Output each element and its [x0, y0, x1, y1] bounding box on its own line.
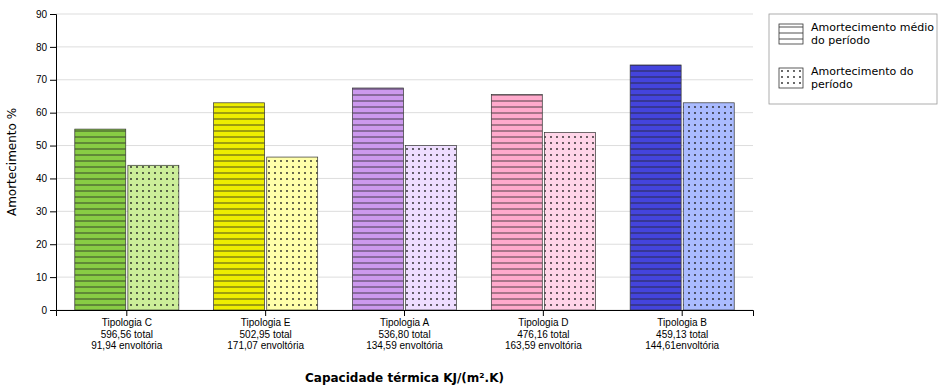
- y-axis-title: Amortecimento %: [5, 108, 19, 216]
- bar: [683, 103, 734, 310]
- tick: Tipologia A536,80 total134,59 envoltória: [366, 310, 443, 351]
- tick-label-line: Tipologia D: [518, 317, 568, 328]
- tick-label: Tipologia E502,95 total171,07 envoltória: [227, 317, 304, 351]
- tick-label-line: Tipologia E: [241, 317, 291, 328]
- grid: [56, 14, 753, 310]
- tick-label-line: 134,59 envoltória: [366, 340, 443, 351]
- tick-label: 30: [36, 206, 48, 217]
- tick-label: 10: [36, 272, 48, 283]
- y-axis: 0 10 20 30 40 50 60 70 80 90: [36, 9, 57, 316]
- tick-label: Tipologia B459,13 total144,61envoltória: [645, 317, 719, 351]
- legend-label-line: do período: [811, 34, 870, 47]
- tick-mark: [50, 14, 56, 15]
- tick: 10: [36, 272, 56, 283]
- tick-label: 90: [36, 9, 48, 20]
- chart: 0 10 20 30 40 50 60 70 80 90 Tipologia C596,56 tot…: [0, 0, 943, 392]
- tick-mark: [682, 310, 683, 316]
- tick-label: 60: [36, 107, 48, 118]
- tick-label-line: 596,56 total: [101, 329, 153, 340]
- tick: 50: [36, 140, 56, 151]
- legend-label-line: período: [811, 78, 853, 91]
- tick-label-line: 91,94 envoltória: [91, 340, 163, 351]
- tick-label-line: Tipologia A: [380, 317, 429, 328]
- tick-mark: [50, 146, 56, 147]
- tick: 70: [36, 74, 56, 85]
- bar: [491, 95, 542, 310]
- tick: 30: [36, 206, 56, 217]
- tick: 80: [36, 42, 56, 53]
- grid-line: [56, 46, 753, 47]
- tick-mark: [50, 47, 56, 48]
- x-axis: Tipologia C596,56 total91,94 envoltóriaT…: [57, 310, 754, 351]
- legend-label: Amortecimento doperíodo: [811, 65, 914, 91]
- axis-line: [50, 15, 57, 311]
- bar: [267, 157, 318, 310]
- legend-label-line: Amortecimento do: [811, 65, 914, 78]
- plot: 0 10 20 30 40 50 60 70 80 90 Tipologia C596,56 tot…: [5, 9, 754, 385]
- tick: Tipologia B459,13 total144,61envoltória: [645, 310, 719, 351]
- legend-item: Amortecimento doperíodo: [779, 65, 914, 91]
- tick-label-line: 144,61envoltória: [645, 340, 719, 351]
- tick-mark: [50, 211, 56, 212]
- bar: [75, 129, 126, 310]
- tick-label-line: Tipologia B: [657, 317, 707, 328]
- axis-line: [57, 311, 754, 317]
- tick-label-line: Tipologia C: [102, 317, 152, 328]
- tick-mark: [404, 310, 405, 316]
- tick-mark: [50, 80, 56, 81]
- tick-label: 50: [36, 140, 48, 151]
- tick-label: Tipologia A536,80 total134,59 envoltória: [366, 317, 443, 351]
- bar: [214, 103, 265, 310]
- grid-line: [56, 14, 753, 15]
- tick-label: 80: [36, 42, 48, 53]
- tick-mark: [543, 310, 544, 316]
- tick: Tipologia D476,16 total163,59 envoltória: [505, 310, 582, 351]
- legend: Amortecimento médiodo períodoAmortecimen…: [769, 14, 937, 104]
- tick-label-line: 171,07 envoltória: [227, 340, 304, 351]
- tick-label-line: 459,13 total: [656, 329, 708, 340]
- tick-label: 40: [36, 173, 48, 184]
- tick-mark: [50, 113, 56, 114]
- legend-label-line: Amortecimento médio: [811, 21, 934, 34]
- tick-label-line: 502,95 total: [240, 329, 292, 340]
- tick-label: Tipologia C596,56 total91,94 envoltória: [91, 317, 163, 351]
- tick-label: 20: [36, 239, 48, 250]
- tick: 90: [36, 9, 56, 20]
- tick-label-line: 163,59 envoltória: [505, 340, 582, 351]
- tick: 60: [36, 107, 56, 118]
- tick-mark: [50, 178, 56, 179]
- legend-item: Amortecimento médiodo período: [779, 21, 934, 47]
- tick-mark: [126, 310, 127, 316]
- bar: [406, 146, 457, 310]
- tick: 0: [41, 305, 56, 316]
- tick-label: Tipologia D476,16 total163,59 envoltória: [505, 317, 582, 351]
- bars: [75, 65, 734, 310]
- bar: [352, 88, 403, 310]
- tick-mark: [50, 310, 56, 311]
- bar: [544, 132, 595, 310]
- x-axis-title: Capacidade térmica KJ/(m².K): [305, 371, 504, 385]
- tick-mark: [50, 277, 56, 278]
- tick-label-line: 536,80 total: [378, 329, 430, 340]
- legend-swatch: [779, 24, 803, 44]
- tick: 40: [36, 173, 56, 184]
- legend-frame: [769, 14, 937, 104]
- tick-label-line: 476,16 total: [517, 329, 569, 340]
- tick-label: 70: [36, 74, 48, 85]
- legend-swatch: [779, 68, 803, 88]
- tick-mark: [265, 310, 266, 316]
- tick-label: 0: [41, 305, 47, 316]
- tick: Tipologia C596,56 total91,94 envoltória: [91, 310, 163, 351]
- tick: Tipologia E502,95 total171,07 envoltória: [227, 310, 304, 351]
- tick-mark: [50, 244, 56, 245]
- bar: [128, 165, 179, 310]
- tick: 20: [36, 239, 56, 250]
- bar: [630, 65, 681, 310]
- legend-label: Amortecimento médiodo período: [811, 21, 934, 47]
